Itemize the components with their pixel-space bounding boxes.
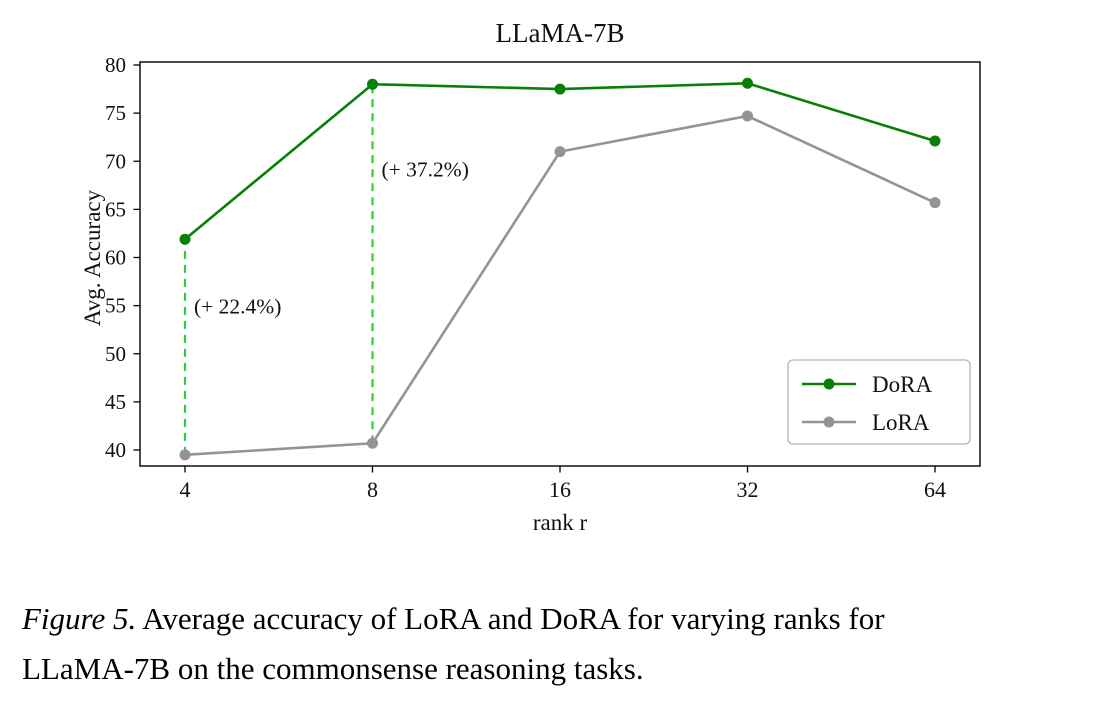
dora-point-rank-64 xyxy=(929,135,941,147)
dora-point-rank-32 xyxy=(742,77,753,89)
y-tick-label: 45 xyxy=(105,390,126,414)
y-tick-label: 75 xyxy=(105,101,126,125)
legend-label-lora: LoRA xyxy=(872,410,930,435)
y-tick-label: 60 xyxy=(105,246,126,270)
y-tick-label: 55 xyxy=(105,294,126,318)
series-layer xyxy=(179,77,941,461)
lora-point-rank-16 xyxy=(554,146,566,158)
x-axis-label: rank r xyxy=(533,510,588,535)
dora-point-rank-8 xyxy=(367,78,378,90)
gap-annotation: (+ 37.2%) xyxy=(382,158,469,182)
gap-annotation: (+ 22.4%) xyxy=(194,294,281,318)
lora-point-rank-32 xyxy=(742,110,753,122)
x-tick-label: 64 xyxy=(924,477,946,502)
legend-dora-marker xyxy=(823,378,835,390)
x-tick-label: 8 xyxy=(367,477,378,502)
dora-point-rank-4 xyxy=(179,233,191,245)
y-tick-label: 80 xyxy=(105,53,126,77)
lora-point-rank-4 xyxy=(179,449,191,461)
x-tick-label: 4 xyxy=(180,477,191,502)
legend: DoRA LoRA xyxy=(787,359,971,445)
chart-title: LLaMA-7B xyxy=(496,18,625,48)
annotation-layer: (+ 22.4%) (+ 37.2%) xyxy=(194,158,469,319)
y-tick-label: 40 xyxy=(105,438,126,462)
lora-point-rank-64 xyxy=(929,197,941,209)
gap-lines xyxy=(183,84,374,455)
x-tick-label: 32 xyxy=(737,477,759,502)
figure-caption-text: Average accuracy of LoRA and DoRA for va… xyxy=(22,601,885,686)
x-tick-label: 16 xyxy=(549,477,571,502)
figure-caption: Figure 5. Average accuracy of LoRA and D… xyxy=(22,594,977,693)
lora-point-rank-8 xyxy=(367,437,378,449)
y-tick-label: 70 xyxy=(105,149,126,173)
figure-5: LLaMA-7B 40 45 50 55 60 65 70 75 80 4 8 16 32 64 (+ 2… xyxy=(22,18,981,693)
legend-lora-marker xyxy=(823,416,835,428)
dora-point-rank-16 xyxy=(554,83,566,95)
legend-label-dora: DoRA xyxy=(872,372,932,397)
dora-line xyxy=(184,81,936,241)
y-tick-label: 65 xyxy=(105,197,126,221)
figure-caption-label: Figure 5. xyxy=(22,601,137,636)
y-axis-label: Avg. Accuracy xyxy=(80,189,105,326)
y-tick-label: 50 xyxy=(105,342,126,366)
